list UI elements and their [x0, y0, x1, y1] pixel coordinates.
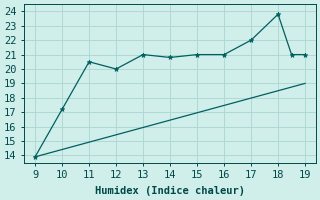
X-axis label: Humidex (Indice chaleur): Humidex (Indice chaleur) — [95, 186, 245, 196]
